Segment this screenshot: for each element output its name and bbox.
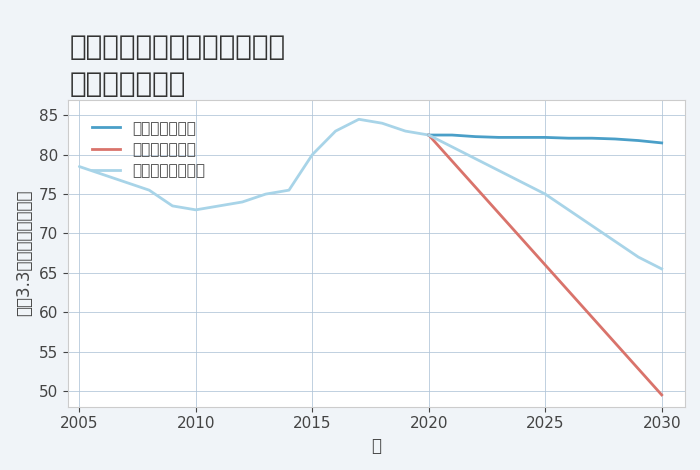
グッドシナリオ: [564, 135, 573, 141]
グッドシナリオ: [657, 140, 666, 146]
グッドシナリオ: [634, 138, 643, 143]
Legend: グッドシナリオ, バッドシナリオ, ノーマルシナリオ: グッドシナリオ, バッドシナリオ, ノーマルシナリオ: [88, 117, 209, 183]
Line: ノーマルシナリオ: ノーマルシナリオ: [428, 135, 662, 269]
グッドシナリオ: [494, 134, 503, 140]
ノーマルシナリオ: [657, 266, 666, 272]
Y-axis label: 坪（3.3㎡）単価（万円）: 坪（3.3㎡）単価（万円）: [15, 190, 33, 316]
Line: グッドシナリオ: グッドシナリオ: [428, 135, 662, 143]
ノーマルシナリオ: [541, 191, 550, 197]
ノーマルシナリオ: [494, 168, 503, 173]
ノーマルシナリオ: [518, 180, 526, 185]
グッドシナリオ: [587, 135, 596, 141]
グッドシナリオ: [541, 134, 550, 140]
グッドシナリオ: [471, 134, 480, 140]
グッドシナリオ: [424, 132, 433, 138]
ノーマルシナリオ: [587, 223, 596, 228]
グッドシナリオ: [611, 136, 620, 142]
X-axis label: 年: 年: [371, 437, 382, 455]
ノーマルシナリオ: [471, 156, 480, 162]
グッドシナリオ: [518, 134, 526, 140]
グッドシナリオ: [448, 132, 456, 138]
ノーマルシナリオ: [448, 144, 456, 149]
Text: 兵庫県西宮市上ヶ原十番町の
土地の価格推移: 兵庫県西宮市上ヶ原十番町の 土地の価格推移: [70, 33, 286, 98]
ノーマルシナリオ: [611, 239, 620, 244]
ノーマルシナリオ: [634, 254, 643, 260]
ノーマルシナリオ: [424, 132, 433, 138]
ノーマルシナリオ: [564, 207, 573, 212]
